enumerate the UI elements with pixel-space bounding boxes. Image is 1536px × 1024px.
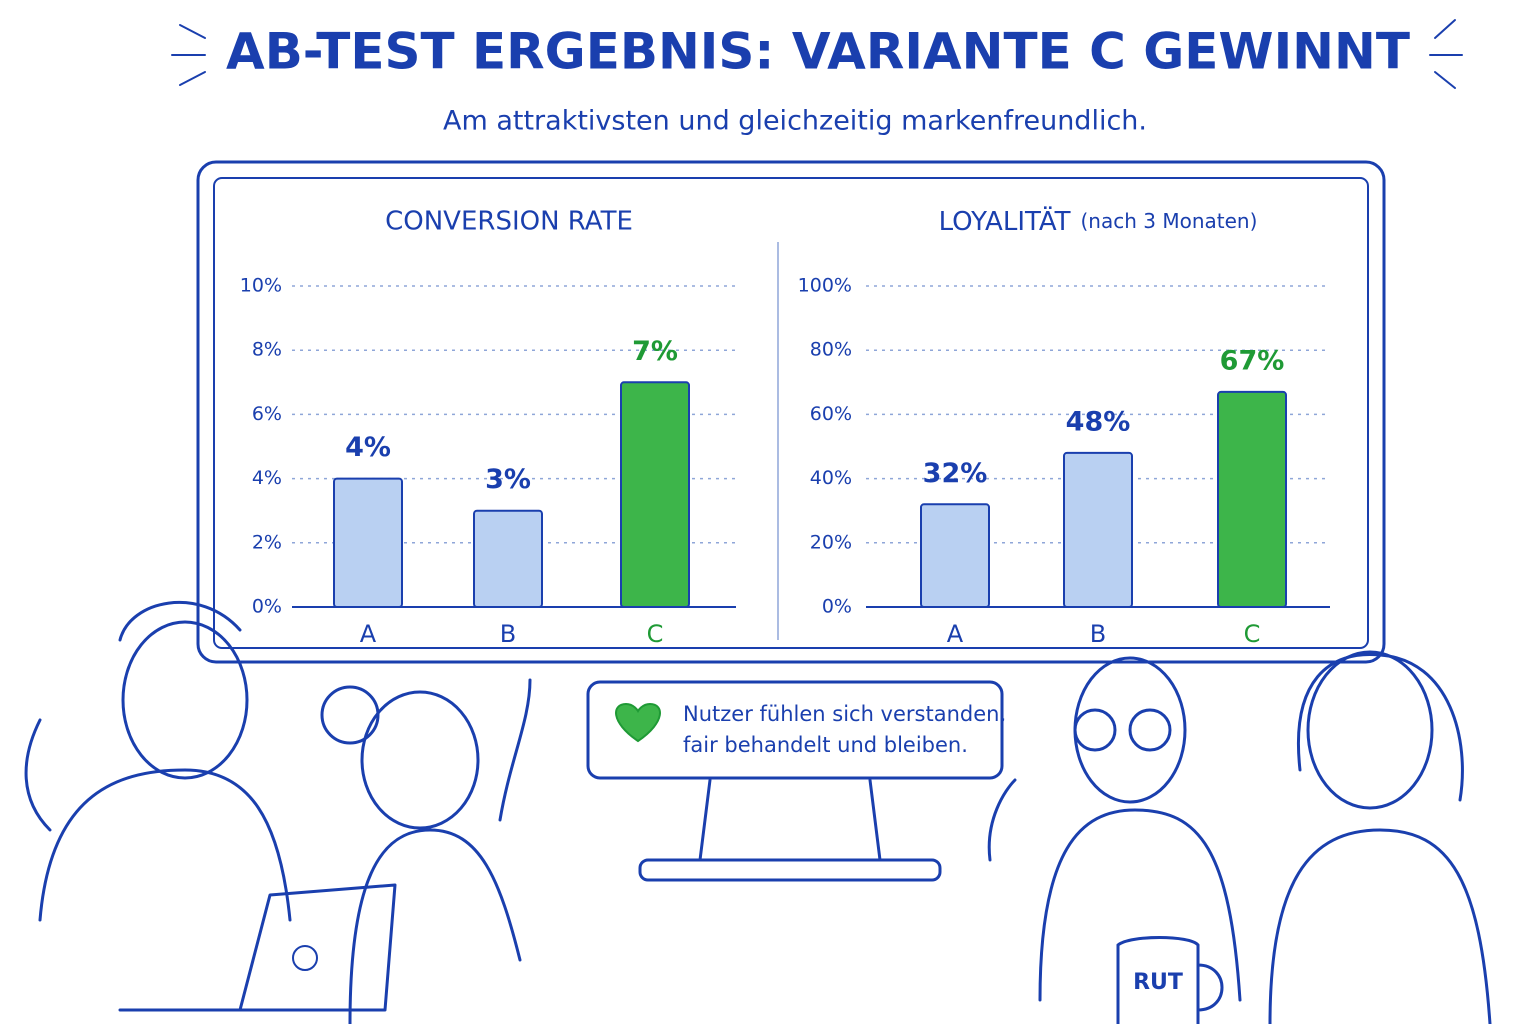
value-label: 48% [1066, 406, 1131, 437]
value-label: 7% [632, 336, 678, 367]
callout-line: fair behandelt und bleiben. [683, 733, 968, 757]
value-label: 67% [1220, 345, 1285, 376]
bar [473, 509, 543, 609]
chart-title: LOYALITÄT (nach 3 Monaten) [939, 205, 1258, 237]
laptop [118, 883, 397, 1012]
bar [1217, 390, 1287, 608]
y-tick-label: 4% [252, 467, 282, 489]
bar [920, 503, 990, 608]
x-tick-label: A [360, 620, 377, 648]
y-tick-label: 60% [810, 403, 852, 425]
value-label: 32% [923, 458, 988, 489]
monitor-stand [698, 778, 882, 862]
title: AB-TEST ERGEBNIS: VARIANTE C GEWINNT [226, 23, 1410, 81]
chart-title-text: LOYALITÄT [939, 205, 1071, 237]
title-sparks [171, 19, 1463, 89]
chart-subtitle: (nach 3 Monaten) [1081, 209, 1258, 233]
y-tick-label: 10% [240, 275, 282, 297]
x-tick-label: C [647, 620, 664, 648]
people [24, 600, 1492, 1024]
bar [620, 381, 690, 608]
mug [1116, 936, 1224, 1024]
x-tick-label: B [500, 620, 516, 648]
monitor-base [638, 858, 942, 882]
y-tick-label: 20% [810, 531, 852, 553]
bar [333, 477, 403, 608]
value-label: 4% [345, 432, 391, 463]
laptop-logo [292, 945, 318, 971]
bar [1063, 451, 1133, 609]
chart-title: CONVERSION RATE [385, 207, 633, 237]
y-tick-label: 0% [252, 596, 282, 618]
y-tick-label: 2% [252, 531, 282, 553]
callout-box [586, 680, 1004, 780]
value-label: 3% [485, 464, 531, 495]
y-tick-label: 0% [822, 596, 852, 618]
x-tick-label: C [1244, 620, 1261, 648]
y-tick-label: 40% [810, 467, 852, 489]
heart-icon [615, 702, 661, 743]
y-tick-label: 6% [252, 403, 282, 425]
subtitle: Am attraktivsten und gleichzeitig marken… [443, 106, 1147, 137]
mug-text: RUT [1133, 970, 1183, 995]
callout-line: Nutzer fühlen sich verstanden, [683, 702, 1006, 726]
y-tick-label: 80% [810, 339, 852, 361]
monitor-frame [196, 160, 1386, 664]
x-tick-label: A [947, 620, 964, 648]
monitor-screen [213, 177, 1369, 649]
y-tick-label: 100% [798, 275, 852, 297]
x-tick-label: B [1090, 620, 1106, 648]
y-tick-label: 8% [252, 339, 282, 361]
